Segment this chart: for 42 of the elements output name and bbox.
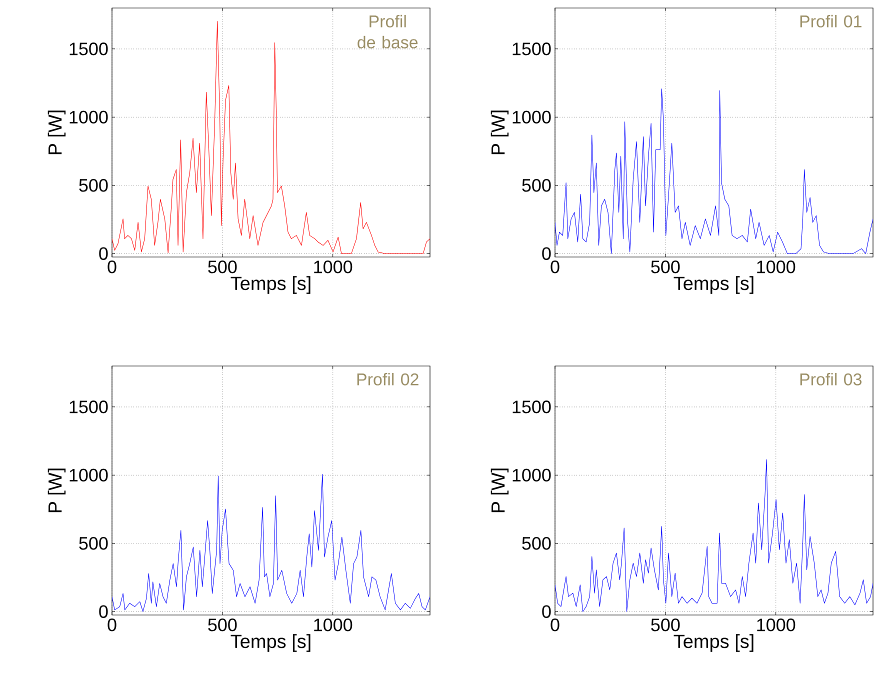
x-tick-label: 0 [108, 618, 116, 632]
x-tick-label: 1000 [314, 260, 352, 274]
y-axis-title: P [W] [490, 468, 509, 512]
y-tick-label: 1000 [70, 468, 108, 482]
x-axis-title: Temps [s] [674, 276, 754, 294]
annotation: Profil 02 [357, 372, 418, 386]
y-tick-label: 0 [542, 605, 551, 618]
x-tick-label: 500 [208, 260, 237, 274]
y-tick-label: 500 [79, 536, 108, 550]
y-tick-label: 1000 [70, 110, 108, 124]
y-tick-label: 1000 [512, 110, 551, 124]
y-axis-title: P [W] [48, 110, 66, 154]
x-tick-label: 500 [651, 618, 680, 632]
y-axis-title: P [W] [490, 110, 509, 154]
x-tick-label: 1000 [757, 618, 796, 632]
x-axis-title: Temps [s] [230, 276, 310, 294]
y-tick-label: 1500 [70, 400, 108, 414]
x-axis-title: Temps [s] [674, 634, 754, 652]
y-tick-label: 1500 [70, 42, 108, 56]
y-tick-label: 500 [79, 178, 108, 192]
x-tick-label: 1000 [757, 260, 796, 274]
y-tick-label: 1000 [512, 468, 551, 482]
annotation: Profil 03 [800, 372, 862, 386]
y-tick-label: 0 [99, 605, 108, 618]
y-tick-label: 1500 [512, 42, 551, 56]
x-tick-label: 0 [108, 260, 116, 274]
x-axis-title: Temps [s] [230, 634, 310, 652]
annotation: Profil de base [358, 14, 418, 48]
y-tick-label: 0 [542, 247, 551, 260]
x-tick-label: 500 [208, 618, 237, 632]
x-tick-label: 1000 [314, 618, 352, 632]
annotation: Profil 01 [800, 14, 862, 28]
x-tick-label: 0 [550, 618, 560, 632]
line-series [555, 459, 874, 612]
y-tick-label: 500 [522, 178, 551, 192]
y-tick-label: 500 [522, 536, 551, 550]
x-tick-label: 500 [651, 260, 680, 274]
y-tick-label: 0 [99, 247, 108, 260]
y-tick-label: 1500 [512, 400, 551, 414]
line-series [112, 474, 430, 612]
y-axis-title: P [W] [48, 468, 66, 512]
x-tick-label: 0 [550, 260, 560, 274]
